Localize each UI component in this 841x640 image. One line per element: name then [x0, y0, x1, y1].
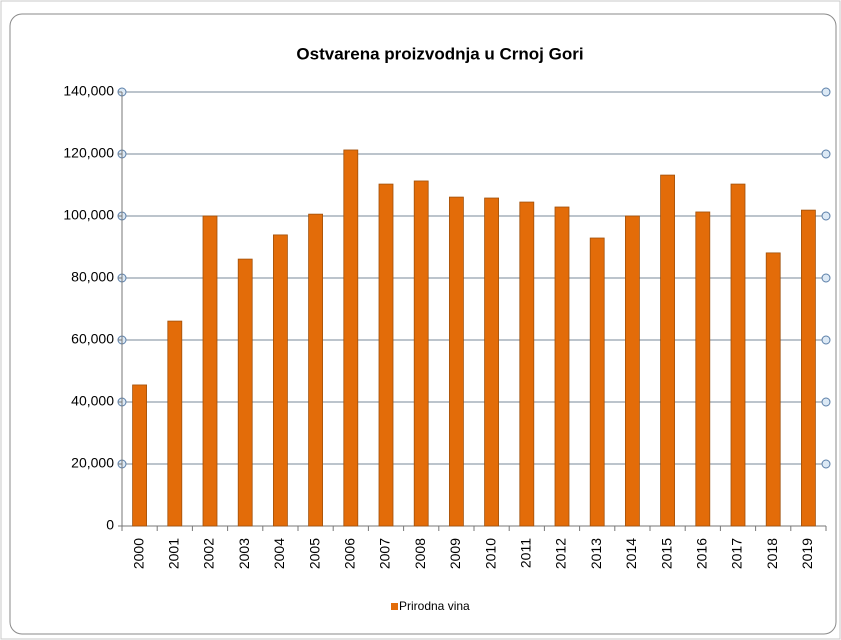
bar — [765, 252, 781, 527]
bar — [695, 211, 711, 527]
x-tick-label: 2002 — [201, 538, 217, 569]
grid-handle — [821, 273, 831, 283]
bar — [448, 196, 464, 527]
grid-handle — [821, 335, 831, 345]
bar — [202, 215, 218, 527]
bar — [237, 258, 253, 527]
bar — [413, 180, 429, 527]
bar — [484, 197, 500, 527]
bar — [272, 234, 288, 527]
x-tick-label: 2015 — [658, 538, 674, 569]
grid-handle — [821, 459, 831, 469]
y-tick-label: 20,000 — [71, 455, 114, 471]
chart-title: Ostvarena proizvodnja u Crnoj Gori — [296, 44, 583, 63]
bar — [554, 206, 570, 527]
x-tick-label: 2005 — [306, 538, 322, 569]
legend-label: Prirodna vina — [399, 599, 470, 613]
y-tick-label: 120,000 — [63, 145, 114, 161]
y-tick-label: 40,000 — [71, 393, 114, 409]
bar — [308, 213, 324, 527]
y-tick-label: 80,000 — [71, 269, 114, 285]
bar — [589, 237, 605, 527]
x-tick-label: 2003 — [236, 538, 252, 569]
y-tick-label: 100,000 — [63, 207, 114, 223]
grid-handle — [821, 211, 831, 221]
x-tick-label: 2014 — [623, 538, 639, 569]
x-tick-label: 2011 — [518, 538, 534, 568]
y-tick-label: 0 — [106, 517, 114, 533]
bar — [167, 320, 183, 527]
y-tick-label: 60,000 — [71, 331, 114, 347]
bar — [660, 174, 675, 527]
x-tick-label: 2004 — [271, 538, 287, 569]
bar — [730, 183, 746, 527]
bar — [343, 149, 359, 527]
x-tick-label: 2009 — [447, 538, 463, 569]
grid-handle — [821, 87, 831, 97]
bar — [625, 215, 640, 527]
grid-handle — [821, 397, 831, 407]
y-tick-label: 140,000 — [63, 83, 114, 99]
x-tick-label: 2010 — [482, 538, 498, 569]
x-tick-label: 2008 — [412, 538, 428, 569]
x-tick-label: 2007 — [377, 538, 393, 569]
bar — [519, 201, 535, 527]
x-tick-label: 2013 — [588, 538, 604, 569]
legend-swatch — [391, 603, 398, 610]
x-tick-label: 2018 — [764, 538, 780, 569]
bar — [801, 209, 816, 527]
bar — [378, 183, 394, 527]
x-tick-label: 2000 — [130, 538, 146, 569]
x-tick-label: 2016 — [694, 538, 710, 569]
x-tick-label: 2012 — [553, 538, 569, 569]
x-tick-label: 2006 — [342, 538, 358, 569]
grid-handle — [821, 149, 831, 159]
x-tick-label: 2019 — [799, 538, 815, 569]
x-tick-label: 2017 — [729, 538, 745, 569]
x-tick-label: 2001 — [166, 538, 182, 569]
bar — [132, 384, 148, 527]
